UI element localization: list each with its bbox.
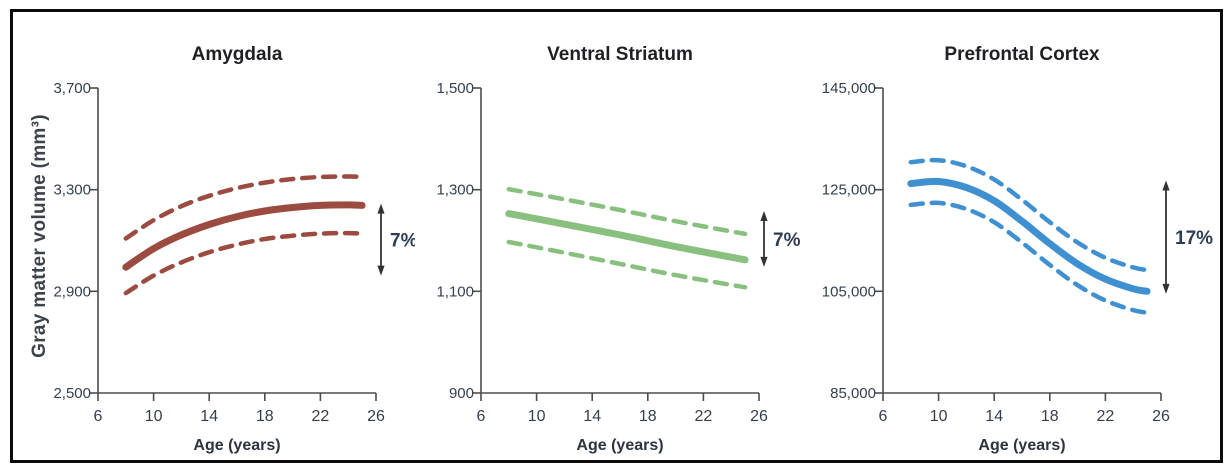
y-tick-label: 125,000 [822,182,876,199]
y-tick-label: 145,000 [822,80,876,97]
x-axis-label: Age (years) [576,437,663,454]
mean-line [122,201,366,271]
arrow-head-up-icon [1162,180,1170,191]
chart-panels-row: Amygdala 2,500 2,900 3,300 3,700 6 10 14 18 22 26 A… [13,12,1220,460]
lower-ci-line [506,239,748,290]
x-tick-label: 18 [256,408,274,425]
x-tick-label: 14 [200,408,218,425]
x-tick-label: 6 [477,408,486,425]
chart-title: Amygdala [192,44,283,65]
arrow-head-up-icon [377,203,385,214]
x-axis-ticks: 6 10 14 18 22 26 [477,393,768,425]
x-tick-label: 10 [528,408,546,425]
arrow-head-down-icon [377,265,385,276]
chart-title: Prefrontal Cortex [944,44,1100,65]
arrow-head-down-icon [1162,283,1170,294]
y-axis-ticks: 85,000 105,000 125,000 145,000 [822,80,883,402]
y-tick-label: 1,100 [436,283,474,300]
axes-lines [882,88,1161,394]
axes-lines [97,88,376,394]
x-tick-label: 22 [312,408,330,425]
chart-svg: Amygdala 2,500 2,900 3,300 3,700 6 10 14 18 22 26 A… [53,44,418,454]
chart-panel: Prefrontal Cortex 85,000 105,000 125,000 145… [817,12,1219,458]
x-tick-label: 10 [145,408,163,425]
upper-ci-line [506,186,748,237]
y-tick-label: 105,000 [822,283,876,300]
arrow-head-up-icon [760,211,768,221]
lower-ci-line [123,230,365,296]
y-tick-label: 2,500 [53,385,91,402]
x-axis-label: Age (years) [193,437,280,454]
x-axis-ticks: 6 10 14 18 22 26 [94,393,385,425]
mean-line [505,210,749,264]
percent-label: 17% [1175,228,1213,249]
axes-lines [480,88,759,394]
y-axis-label: Gray matter volume (mm³) [29,114,50,358]
y-tick-label: 3,300 [53,182,91,199]
y-tick-label: 1,300 [436,182,474,199]
x-tick-label: 14 [583,408,601,425]
chart-panel: Amygdala 2,500 2,900 3,300 3,700 6 10 14 18 22 26 A… [13,12,418,458]
figure-frame: Amygdala 2,500 2,900 3,300 3,700 6 10 14 18 22 26 A… [10,9,1223,463]
x-axis-label: Age (years) [978,437,1065,454]
upper-ci-line [908,157,1150,273]
percent-label: 7% [390,231,415,252]
x-tick-label: 22 [1097,408,1115,425]
chart-title: Ventral Striatum [547,44,693,65]
y-tick-label: 3,700 [53,80,91,97]
y-tick-label: 2,900 [53,283,91,300]
y-tick-label: 1,500 [436,80,474,97]
change-annotation: 17% [1162,180,1213,294]
x-tick-label: 6 [94,408,103,425]
y-tick-label: 85,000 [830,385,876,402]
y-axis-ticks: 2,500 2,900 3,300 3,700 [53,80,98,402]
x-tick-label: 22 [695,408,713,425]
y-tick-label: 900 [449,385,474,402]
percent-label: 7% [773,230,801,251]
x-tick-label: 18 [1041,408,1059,425]
chart-panel: Ventral Striatum 900 1,100 1,300 1,500 6 10 14 1… [415,12,817,458]
lower-ci-line [908,200,1150,315]
chart-svg: Ventral Striatum 900 1,100 1,300 1,500 6 10 14 1… [436,44,801,454]
upper-ci-line [123,174,365,241]
mean-line [907,177,1151,295]
chart-svg: Prefrontal Cortex 85,000 105,000 125,000 145… [822,44,1213,454]
x-tick-label: 26 [750,408,768,425]
y-axis-ticks: 900 1,100 1,300 1,500 [436,80,481,402]
change-annotation: 7% [377,203,418,276]
arrow-head-down-icon [760,256,768,267]
x-tick-label: 26 [367,408,385,425]
x-tick-label: 10 [930,408,948,425]
x-tick-label: 14 [985,408,1003,425]
x-tick-label: 6 [879,408,888,425]
change-annotation: 7% [760,211,801,267]
x-tick-label: 18 [639,408,657,425]
x-axis-ticks: 6 10 14 18 22 26 [879,393,1170,425]
x-tick-label: 26 [1152,408,1170,425]
